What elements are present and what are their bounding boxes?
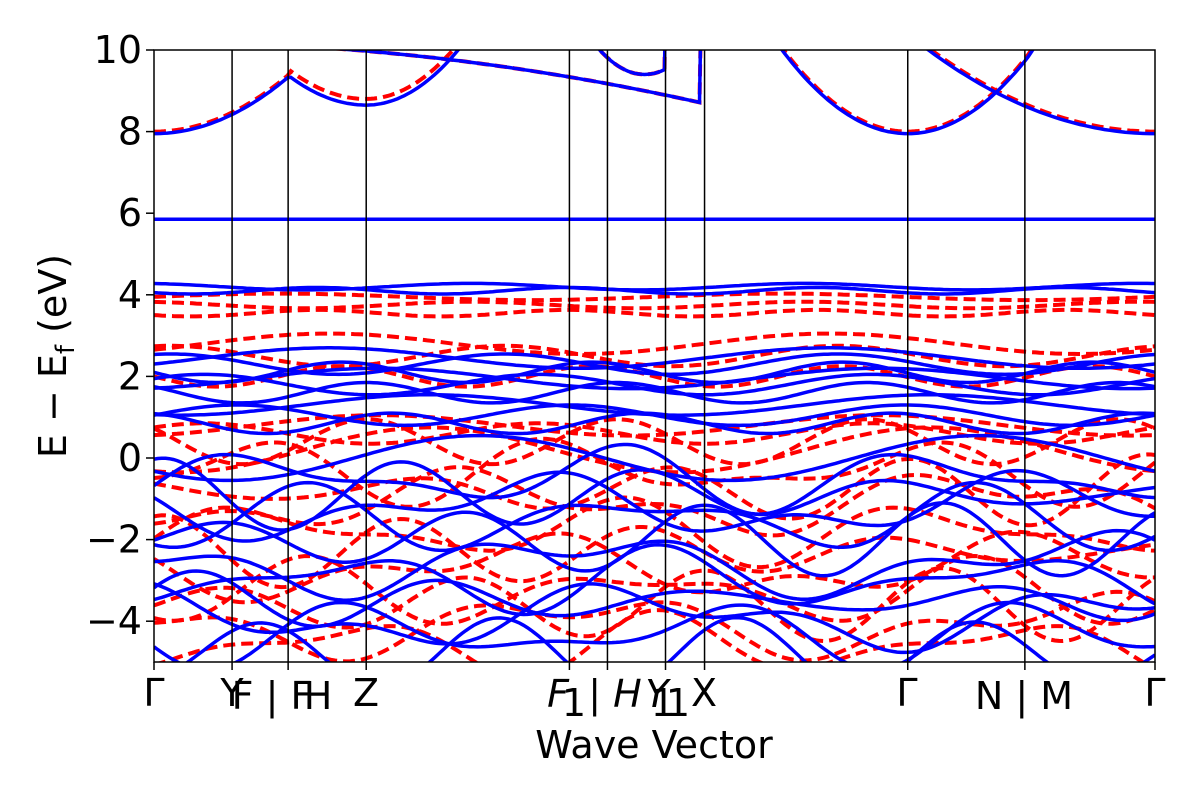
kpoint-label-n-m: N | M — [975, 674, 1073, 719]
x-axis-label: Wave Vector — [535, 723, 773, 767]
plot-frame — [153, 49, 1156, 663]
y-tick-label: 2 — [118, 354, 142, 398]
band-spin-up — [154, 285, 1155, 296]
kpoint-label-h1: | H — [588, 672, 641, 717]
band-spin-up — [154, 582, 1155, 655]
band-spin-down — [154, 452, 1155, 528]
y-axis-label-sub: f — [51, 344, 81, 354]
band-spin-up — [331, 50, 1155, 136]
band-spin-down — [154, 413, 1155, 438]
kpoint-label-f1-sub: 1 — [562, 681, 586, 725]
band-spin-down — [154, 495, 1155, 570]
band-spin-down — [154, 421, 1155, 446]
band-lines — [154, 50, 1155, 662]
svg-text:E − Ef (eV): E − Ef (eV) — [31, 254, 81, 458]
kpoint-label-y1-sub: 1 — [666, 681, 690, 725]
band-spin-up — [154, 569, 1155, 629]
band-spin-up — [154, 380, 1155, 405]
band-spin-down — [154, 417, 1155, 467]
kpoint-label-gamma-end: Γ — [1144, 671, 1165, 715]
band-spin-up — [154, 480, 1155, 553]
band-spin-up — [184, 615, 1155, 662]
band-spin-up — [154, 360, 1155, 385]
y-axis-label: E − Ef (eV) — [31, 254, 81, 458]
high-symmetry-lines — [153, 50, 1156, 670]
band-spin-down — [154, 291, 1155, 303]
band-spin-up — [154, 501, 1155, 578]
y-tick-label: 0 — [118, 436, 142, 480]
kpoint-label-gamma-mid: Γ — [896, 671, 917, 715]
y-tick-label: 4 — [118, 273, 142, 317]
kpoint-label-z: Z — [353, 671, 379, 715]
kpoint-label-x: X — [691, 671, 717, 715]
y-axis-ticks: −4 −2 0 2 4 6 8 10 — [86, 28, 154, 643]
band-spin-up — [154, 456, 1155, 532]
band-spin-down — [154, 50, 1034, 134]
y-axis-label-main: E − E — [31, 354, 75, 458]
band-spin-down — [156, 608, 1147, 662]
kpoint-label-h: H — [304, 674, 333, 718]
band-spin-up — [154, 372, 1155, 397]
band-spin-up — [154, 528, 1155, 602]
y-tick-label: 8 — [118, 110, 142, 154]
kpoint-label-y: Y — [219, 671, 244, 715]
band-spin-down — [154, 331, 1155, 356]
band-spin-down — [327, 50, 1155, 134]
band-spin-up — [154, 600, 1155, 662]
band-spin-down — [154, 529, 1155, 605]
kpoint-label-y1: Y — [645, 672, 671, 716]
kpoint-label-h1-sub: 1 — [651, 681, 675, 725]
band-spin-up — [154, 411, 1155, 436]
y-tick-label: 10 — [94, 28, 142, 72]
band-spin-up — [154, 50, 1035, 136]
band-spin-up — [154, 468, 1155, 543]
band-spin-down — [154, 299, 1155, 311]
band-spin-down — [154, 364, 1155, 389]
kpoint-label-f-f: F | F — [232, 674, 313, 719]
kpoint-label-f1: F — [547, 672, 570, 716]
kpoint-label-gamma-start: Γ — [143, 671, 164, 715]
y-axis-label-unit: (eV) — [31, 254, 75, 345]
y-tick-label: 6 — [118, 191, 142, 235]
band-spin-down — [154, 307, 1155, 319]
y-tick-label: −2 — [86, 518, 142, 562]
band-spin-up — [154, 346, 1155, 370]
y-tick-label: −4 — [86, 599, 142, 643]
x-axis-ticks: Γ Y F | F H Z F 1 | H Y 1 1 X Γ N | M Γ — [143, 671, 1165, 725]
band-spin-up — [154, 281, 1155, 292]
band-spin-up — [154, 543, 1155, 617]
